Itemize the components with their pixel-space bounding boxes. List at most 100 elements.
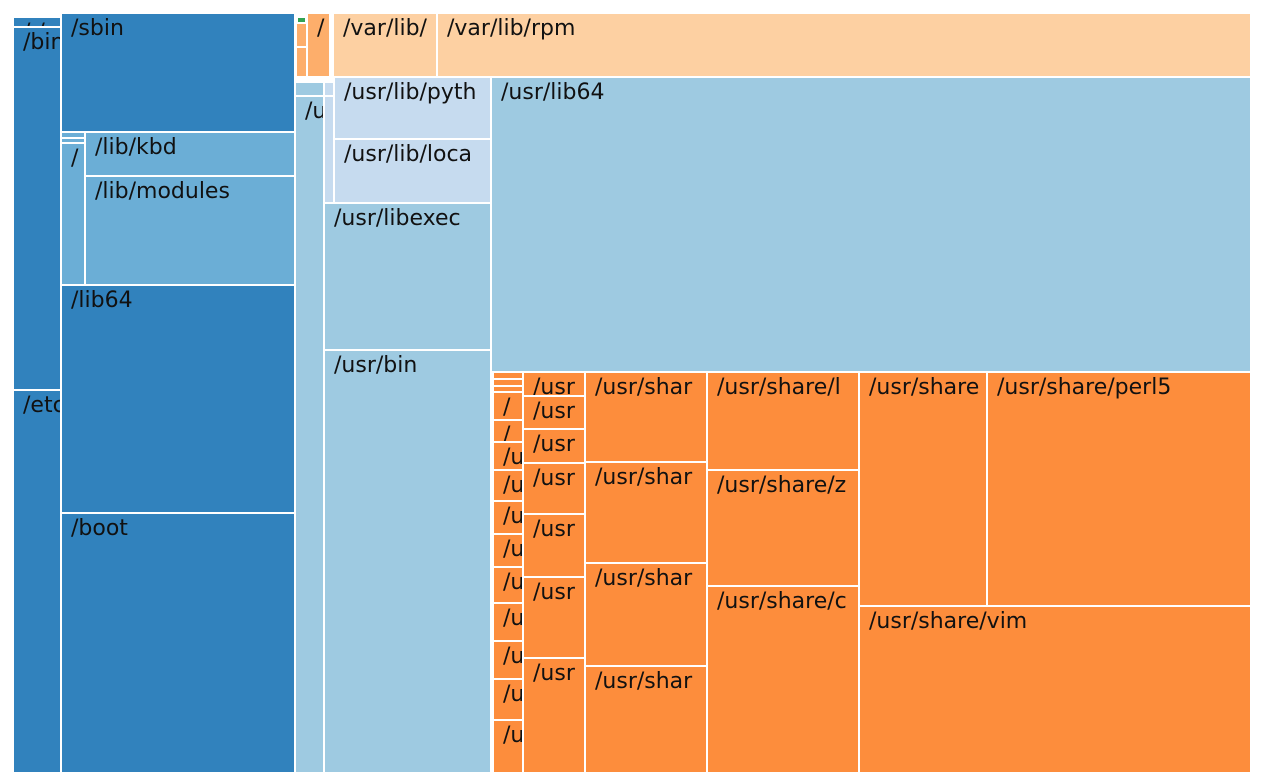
treemap-cell[interactable]: /usr/bin	[324, 350, 491, 773]
cell-label: /u	[305, 99, 323, 124]
cell-label: /var/lib/rpm	[447, 16, 576, 41]
treemap-cell[interactable]: /usr/share/vim	[859, 606, 1251, 773]
cell-label: /usr	[533, 375, 575, 396]
treemap-cell[interactable]	[493, 379, 523, 386]
cell-label: /lib/kbd	[95, 135, 177, 160]
treemap-cell[interactable]: /u	[493, 534, 523, 567]
treemap-cell[interactable]: /var/lib/	[333, 13, 437, 77]
treemap-cell[interactable]: /usr/shar	[585, 372, 707, 462]
cell-label: /usr/libexec	[334, 206, 461, 231]
treemap-cell[interactable]: /	[307, 13, 330, 77]
treemap-cell[interactable]: /u	[493, 679, 523, 720]
treemap-cell[interactable]: /usr/shar	[585, 563, 707, 666]
treemap-cell[interactable]: /usr/share/z	[707, 470, 859, 586]
cell-label: /u	[503, 606, 523, 631]
cell-label: /usr/lib64	[501, 80, 605, 105]
cell-label: /boot	[71, 516, 128, 541]
treemap-cell[interactable]	[297, 17, 306, 23]
treemap-cell[interactable]: /usr/share	[859, 372, 987, 606]
treemap-cell[interactable]: /boot	[61, 513, 295, 773]
treemap-cell[interactable]	[324, 82, 334, 96]
cell-label: /usr	[533, 466, 575, 491]
treemap-cell[interactable]: /bin	[13, 27, 61, 390]
cell-label: /	[71, 146, 79, 171]
cell-label: /	[317, 16, 325, 41]
cell-label: /usr/share/l	[717, 375, 841, 400]
treemap-cell[interactable]	[61, 138, 85, 143]
treemap-cell[interactable]	[296, 47, 307, 77]
treemap-cell[interactable]: /lib/modules	[85, 176, 295, 285]
cell-label: /usr/shar	[595, 566, 693, 591]
treemap-cell[interactable]: /usr/lib/pyth	[334, 77, 491, 139]
cell-label: /usr/share	[869, 375, 980, 400]
cell-label: /	[503, 395, 511, 420]
treemap-cell[interactable]	[61, 132, 85, 138]
treemap-cell[interactable]: /usr/share/l	[707, 372, 859, 470]
treemap-cell[interactable]: /	[61, 143, 85, 285]
treemap-cell[interactable]: /etc	[13, 390, 61, 773]
cell-label: /usr/share/c	[717, 589, 847, 614]
treemap-cell[interactable]: /usr	[523, 514, 585, 577]
treemap-cell[interactable]: /usr/share/perl5	[987, 372, 1251, 606]
treemap-cell[interactable]: /u	[493, 720, 523, 773]
treemap-cell[interactable]: /usr/shar	[585, 666, 707, 773]
treemap-cell[interactable]	[295, 82, 324, 96]
treemap-cell[interactable]	[296, 23, 307, 47]
treemap-cell[interactable]: /u	[493, 567, 523, 603]
cell-label: /sbin	[71, 16, 124, 41]
cell-label: /u	[503, 644, 523, 669]
treemap-cell[interactable]: /u	[493, 470, 523, 501]
cell-label: /usr/lib/loca	[344, 142, 473, 167]
treemap-cell[interactable]: /u	[493, 501, 523, 534]
treemap-cell[interactable]: /usr/share/c	[707, 586, 859, 773]
cell-label: /usr/bin	[334, 353, 418, 378]
cell-label: /usr/lib/pyth	[344, 80, 477, 105]
cell-label: /usr/share/perl5	[997, 375, 1172, 400]
treemap-cell[interactable]: /lib64	[61, 285, 295, 513]
cell-label: /etc	[23, 393, 61, 418]
treemap-cell[interactable]	[493, 372, 523, 379]
treemap-cell[interactable]: /usr/lib64	[491, 77, 1251, 372]
treemap-cell[interactable]: /usr/libexec	[324, 203, 491, 350]
cell-label: /usr/shar	[595, 465, 693, 490]
treemap-cell[interactable]: /usr/lib/loca	[334, 139, 491, 203]
treemap-cell[interactable]: /usr	[523, 396, 585, 429]
cell-label: /u	[503, 473, 523, 498]
cell-label: /usr/share/z	[717, 473, 847, 498]
treemap-cell[interactable]: /	[493, 392, 523, 420]
cell-label: /usr/shar	[595, 669, 693, 694]
treemap-cell[interactable]	[493, 386, 523, 392]
treemap-cell[interactable]: /u	[295, 96, 324, 773]
cell-label: /var/lib/	[343, 16, 427, 41]
treemap-cell[interactable]: /u	[493, 641, 523, 679]
treemap-cell[interactable]: /var/lib/rpm	[437, 13, 1251, 77]
treemap-cell[interactable]: r	[324, 96, 334, 203]
treemap-cell[interactable]: /u	[493, 442, 523, 470]
cell-label: /u	[503, 504, 523, 529]
treemap-cell[interactable]: /u	[493, 603, 523, 641]
treemap-cell[interactable]: /	[493, 420, 523, 442]
cell-label: /u	[503, 537, 523, 562]
cell-label: /usr/share/vim	[869, 609, 1028, 634]
cell-label: /bin	[23, 30, 61, 55]
treemap-cell[interactable]: /usr	[523, 463, 585, 514]
cell-label: /lib/modules	[95, 179, 230, 204]
treemap-cell[interactable]: /usr/shar	[585, 462, 707, 563]
cell-label: /usr/shar	[595, 375, 693, 400]
cell-label: /	[503, 423, 511, 442]
treemap-cell[interactable]: / /	[13, 17, 61, 27]
treemap-cell[interactable]: /usr	[523, 577, 585, 658]
cell-label: /usr	[533, 517, 575, 542]
treemap-cell[interactable]: /lib/kbd	[85, 132, 295, 176]
cell-label: /lib64	[71, 288, 133, 313]
cell-label: /u	[503, 445, 523, 470]
cell-label: /usr	[533, 399, 575, 424]
cell-label: / /	[23, 20, 45, 26]
cell-label: /u	[503, 682, 523, 707]
treemap-cell[interactable]: /usr	[523, 658, 585, 773]
cell-label: /usr	[533, 580, 575, 605]
treemap-cell[interactable]: /usr	[523, 372, 585, 396]
treemap-cell[interactable]: /sbin	[61, 13, 295, 132]
treemap-cell[interactable]: /usr	[523, 429, 585, 463]
